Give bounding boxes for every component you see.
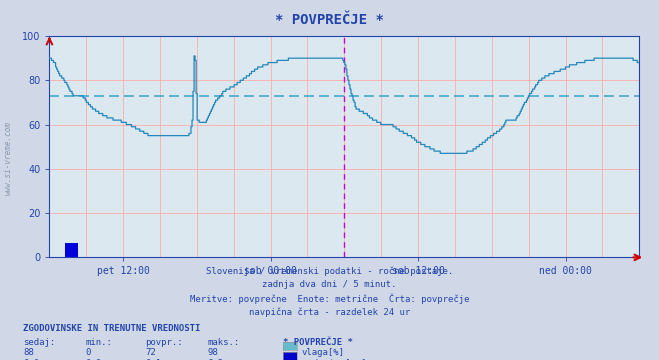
Bar [72,243,74,257]
Bar [66,243,68,257]
Text: * POVPREČJE *: * POVPREČJE * [283,338,353,347]
Text: www.si-vreme.com: www.si-vreme.com [4,121,13,195]
Text: 0,0: 0,0 [23,359,39,360]
Bar [69,243,71,257]
Text: sedaj:: sedaj: [23,338,55,347]
Text: 6,3: 6,3 [208,359,223,360]
Bar [73,243,75,257]
Text: Meritve: povprečne  Enote: metrične  Črta: povprečje: Meritve: povprečne Enote: metrične Črta:… [190,294,469,304]
Text: 98: 98 [208,348,218,357]
Bar [71,243,72,257]
Text: 0,0: 0,0 [86,359,101,360]
Bar [68,243,70,257]
Text: 88: 88 [23,348,34,357]
Bar [65,243,67,257]
Text: ZGODOVINSKE IN TRENUTNE VREDNOSTI: ZGODOVINSKE IN TRENUTNE VREDNOSTI [23,324,200,333]
Bar [71,243,72,257]
Text: 0: 0 [86,348,91,357]
Bar [74,243,76,257]
Text: maks.:: maks.: [208,338,240,347]
Text: zadnja dva dni / 5 minut.: zadnja dva dni / 5 minut. [262,280,397,289]
Bar [76,243,78,257]
Text: 72: 72 [145,348,156,357]
Text: 0,1: 0,1 [145,359,161,360]
Bar [75,243,77,257]
Text: padavine[mm]: padavine[mm] [302,359,366,360]
Text: vlaga[%]: vlaga[%] [302,348,345,357]
Text: navpična črta - razdelek 24 ur: navpična črta - razdelek 24 ur [249,307,410,317]
Text: * POVPREČJE *: * POVPREČJE * [275,13,384,27]
Text: min.:: min.: [86,338,113,347]
Bar [67,243,69,257]
Text: povpr.:: povpr.: [145,338,183,347]
Text: Slovenija / vremenski podatki - ročne postaje.: Slovenija / vremenski podatki - ročne po… [206,266,453,276]
